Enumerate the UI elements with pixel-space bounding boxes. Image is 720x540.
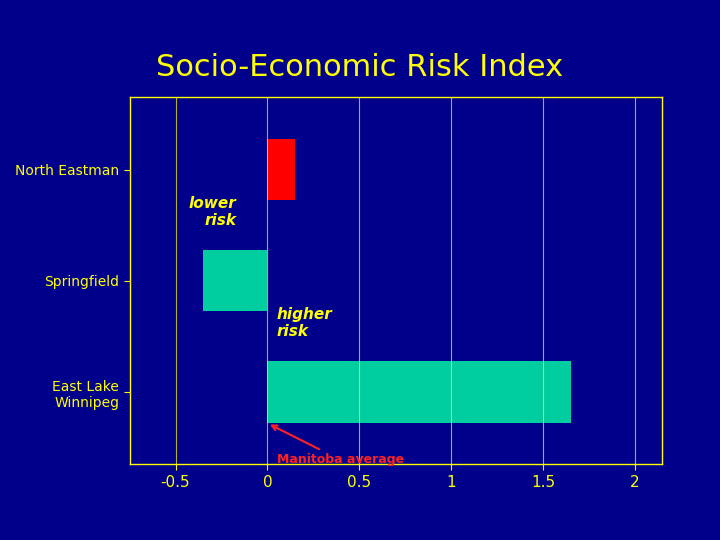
Text: higher
risk: higher risk bbox=[276, 307, 333, 339]
Bar bbox=[203, 250, 267, 312]
Text: Manitoba average: Manitoba average bbox=[272, 426, 404, 466]
Bar bbox=[267, 361, 570, 423]
Text: Socio-Economic Risk Index: Socio-Economic Risk Index bbox=[156, 53, 563, 83]
Bar bbox=[267, 139, 295, 200]
Text: lower
risk: lower risk bbox=[189, 195, 236, 228]
